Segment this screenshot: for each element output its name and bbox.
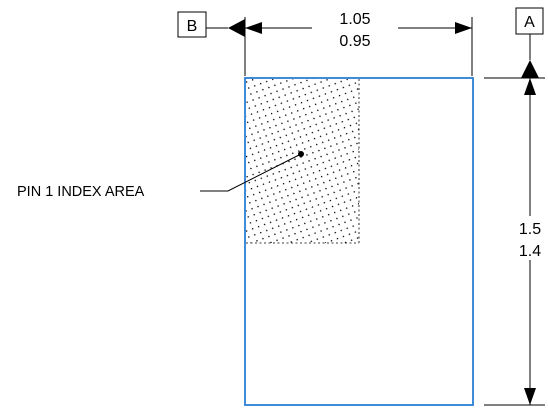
width-arrow-left — [245, 22, 262, 34]
datum-b-box — [177, 11, 207, 38]
datum-a-letter: A — [524, 14, 535, 31]
width-arrow-right — [455, 22, 472, 34]
pin1-label: PIN 1 INDEX AREA — [17, 184, 145, 200]
pin1-index-area — [246, 79, 359, 243]
width-text-mask — [312, 10, 398, 46]
height-arrow-bottom — [524, 388, 536, 405]
pin1-leader-line — [200, 153, 302, 192]
datum-b-triangle — [228, 19, 245, 37]
height-text-mask — [508, 216, 548, 260]
width-min-value: 0.95 — [339, 33, 370, 50]
datum-a-triangle — [521, 60, 539, 78]
width-max-value: 1.05 — [339, 11, 370, 28]
pin1-leader-dot — [298, 151, 304, 157]
height-max-value: 1.5 — [519, 221, 541, 238]
height-arrow-top-inner — [524, 78, 536, 95]
datum-b-letter: B — [187, 18, 198, 35]
height-min-value: 1.4 — [519, 243, 541, 260]
